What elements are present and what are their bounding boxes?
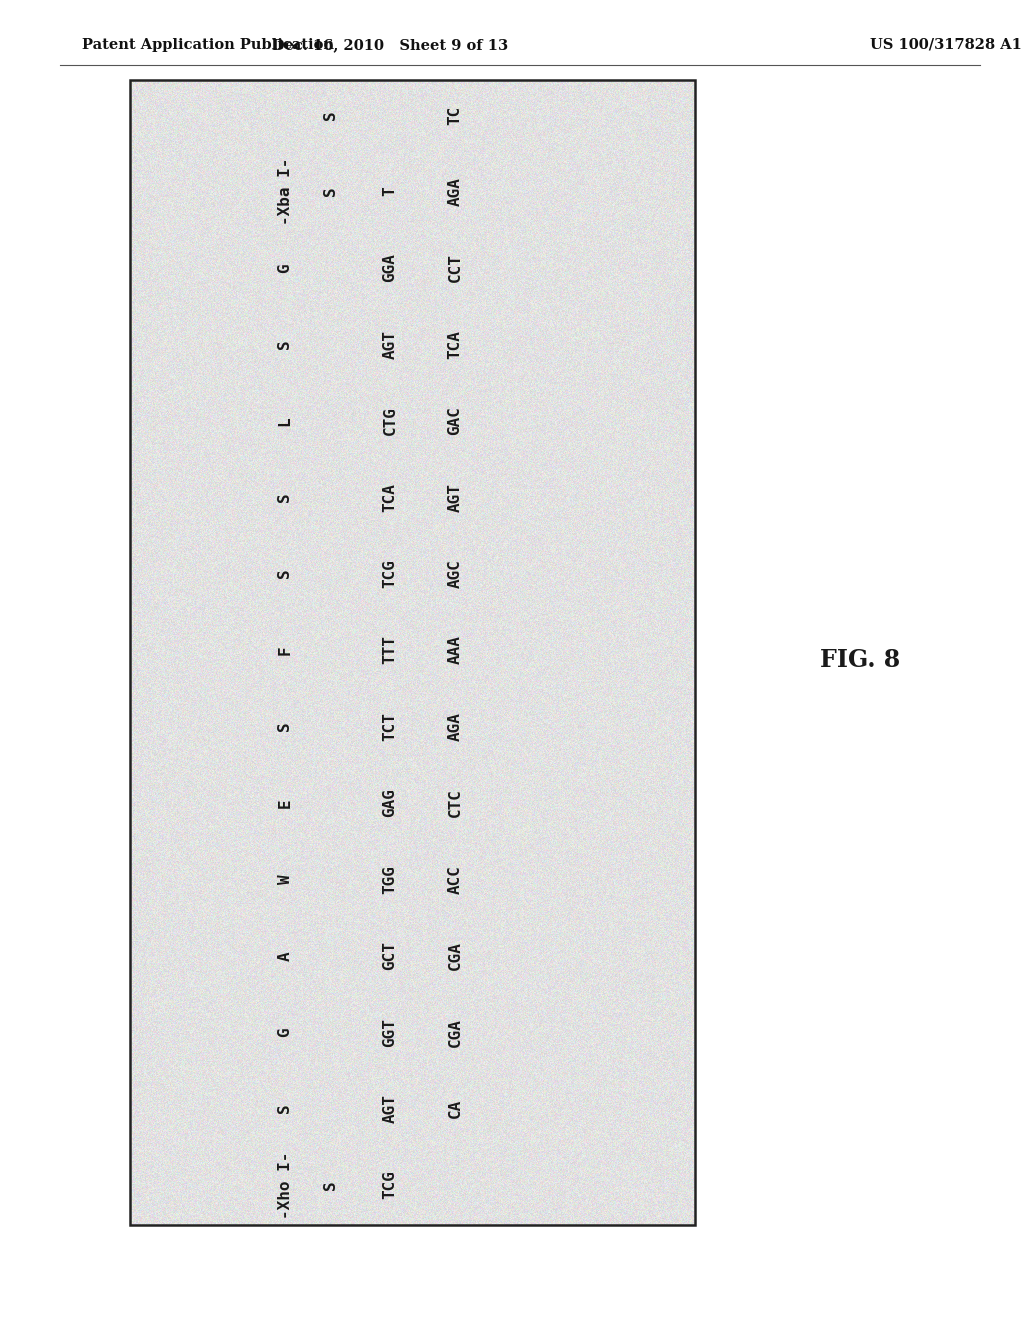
Text: CGA: CGA	[447, 1018, 463, 1047]
Text: TGG: TGG	[383, 865, 397, 894]
Text: S: S	[278, 722, 293, 731]
Text: S: S	[323, 186, 338, 197]
Text: CTG: CTG	[383, 407, 397, 436]
Text: Patent Application Publication: Patent Application Publication	[82, 38, 334, 51]
Text: -Xho I-: -Xho I-	[278, 1151, 293, 1218]
Text: CGA: CGA	[447, 941, 463, 970]
Text: TTT: TTT	[383, 635, 397, 664]
Text: TCA: TCA	[383, 483, 397, 512]
Text: CA: CA	[447, 1100, 463, 1118]
Text: GAG: GAG	[383, 788, 397, 817]
Text: GAC: GAC	[447, 407, 463, 436]
Text: W: W	[278, 874, 293, 884]
Text: S: S	[278, 492, 293, 502]
Text: G: G	[278, 1027, 293, 1038]
Text: TC: TC	[447, 106, 463, 124]
Text: S: S	[323, 1180, 338, 1189]
Text: Dec. 16, 2010   Sheet 9 of 13: Dec. 16, 2010 Sheet 9 of 13	[272, 38, 508, 51]
Text: L: L	[278, 416, 293, 425]
Text: GCT: GCT	[383, 941, 397, 970]
Text: FIG. 8: FIG. 8	[820, 648, 900, 672]
Text: G: G	[278, 263, 293, 273]
Text: GGT: GGT	[383, 1018, 397, 1047]
Text: S: S	[278, 339, 293, 348]
Text: S: S	[323, 110, 338, 120]
Text: TCG: TCG	[383, 1171, 397, 1200]
Text: TCT: TCT	[383, 711, 397, 741]
Text: TCA: TCA	[447, 330, 463, 359]
Text: AGA: AGA	[447, 711, 463, 741]
Text: E: E	[278, 799, 293, 808]
Text: US 100/317828 A1: US 100/317828 A1	[870, 38, 1022, 51]
Text: CCT: CCT	[447, 253, 463, 282]
Text: F: F	[278, 645, 293, 655]
Text: T: T	[383, 186, 397, 197]
Text: AAA: AAA	[447, 635, 463, 664]
Text: CTC: CTC	[447, 788, 463, 817]
Text: AGT: AGT	[383, 330, 397, 359]
Text: AGA: AGA	[447, 177, 463, 206]
Text: GGA: GGA	[383, 253, 397, 282]
Text: AGC: AGC	[447, 560, 463, 587]
Text: TCG: TCG	[383, 560, 397, 587]
Text: S: S	[278, 1104, 293, 1113]
Text: ACC: ACC	[447, 865, 463, 894]
Bar	[130, 81, 695, 1225]
Text: S: S	[278, 569, 293, 578]
Text: AGT: AGT	[383, 1094, 397, 1123]
Text: A: A	[278, 950, 293, 961]
Text: -Xba I-: -Xba I-	[278, 158, 293, 226]
Text: AGT: AGT	[447, 483, 463, 512]
